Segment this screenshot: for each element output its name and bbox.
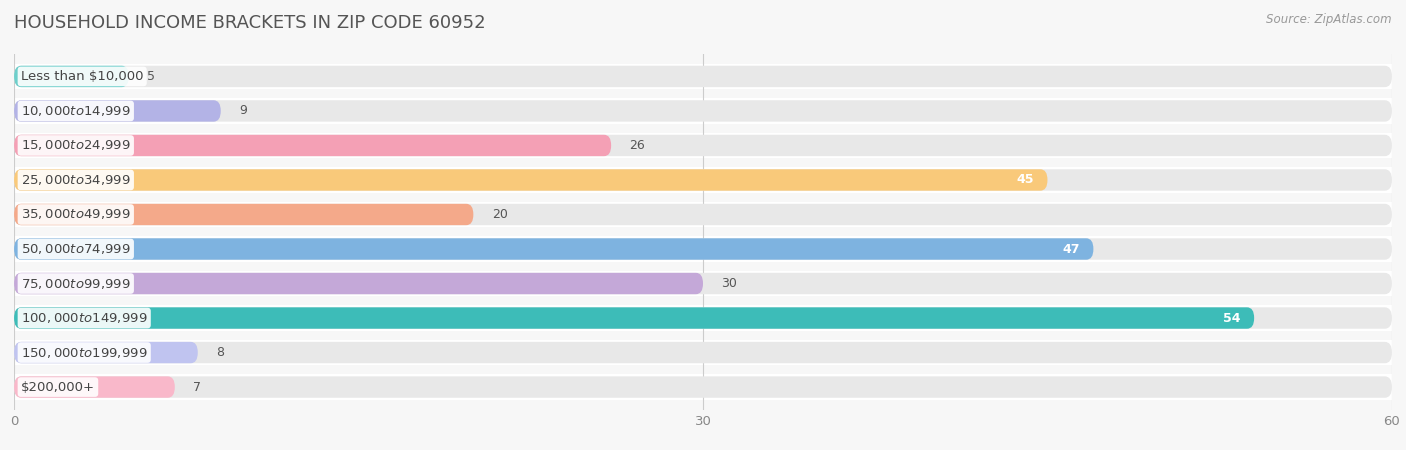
FancyBboxPatch shape: [14, 342, 198, 363]
Text: 9: 9: [239, 104, 247, 117]
Text: 26: 26: [630, 139, 645, 152]
FancyBboxPatch shape: [14, 169, 1047, 191]
Text: $100,000 to $149,999: $100,000 to $149,999: [21, 311, 148, 325]
Text: Source: ZipAtlas.com: Source: ZipAtlas.com: [1267, 14, 1392, 27]
Text: 47: 47: [1062, 243, 1080, 256]
Text: $75,000 to $99,999: $75,000 to $99,999: [21, 276, 131, 291]
Text: $200,000+: $200,000+: [21, 381, 96, 394]
Text: 7: 7: [193, 381, 201, 394]
FancyBboxPatch shape: [14, 135, 1392, 156]
Bar: [14, 236, 1392, 262]
Bar: [14, 340, 1392, 365]
Bar: [14, 167, 1392, 193]
Text: $25,000 to $34,999: $25,000 to $34,999: [21, 173, 131, 187]
Text: $10,000 to $14,999: $10,000 to $14,999: [21, 104, 131, 118]
FancyBboxPatch shape: [14, 100, 221, 122]
FancyBboxPatch shape: [14, 135, 612, 156]
Text: $15,000 to $24,999: $15,000 to $24,999: [21, 139, 131, 153]
FancyBboxPatch shape: [14, 204, 474, 225]
FancyBboxPatch shape: [14, 169, 1392, 191]
FancyBboxPatch shape: [14, 100, 1392, 122]
FancyBboxPatch shape: [14, 307, 1392, 329]
FancyBboxPatch shape: [14, 342, 1392, 363]
Text: HOUSEHOLD INCOME BRACKETS IN ZIP CODE 60952: HOUSEHOLD INCOME BRACKETS IN ZIP CODE 60…: [14, 14, 485, 32]
Bar: [14, 98, 1392, 124]
Text: $35,000 to $49,999: $35,000 to $49,999: [21, 207, 131, 221]
Bar: [14, 374, 1392, 400]
FancyBboxPatch shape: [14, 376, 174, 398]
Bar: [14, 133, 1392, 158]
Bar: [14, 305, 1392, 331]
Text: 20: 20: [492, 208, 508, 221]
Text: Less than $10,000: Less than $10,000: [21, 70, 143, 83]
Text: $150,000 to $199,999: $150,000 to $199,999: [21, 346, 148, 360]
FancyBboxPatch shape: [14, 273, 1392, 294]
FancyBboxPatch shape: [14, 376, 1392, 398]
FancyBboxPatch shape: [14, 273, 703, 294]
FancyBboxPatch shape: [14, 238, 1094, 260]
Text: 30: 30: [721, 277, 737, 290]
Bar: [14, 63, 1392, 89]
Text: 54: 54: [1223, 311, 1240, 324]
Text: 8: 8: [217, 346, 224, 359]
FancyBboxPatch shape: [14, 66, 129, 87]
FancyBboxPatch shape: [14, 238, 1392, 260]
Text: 45: 45: [1017, 174, 1033, 186]
FancyBboxPatch shape: [14, 307, 1254, 329]
FancyBboxPatch shape: [14, 204, 1392, 225]
Bar: [14, 271, 1392, 296]
Text: 5: 5: [148, 70, 155, 83]
Bar: [14, 202, 1392, 227]
FancyBboxPatch shape: [14, 66, 1392, 87]
Text: $50,000 to $74,999: $50,000 to $74,999: [21, 242, 131, 256]
